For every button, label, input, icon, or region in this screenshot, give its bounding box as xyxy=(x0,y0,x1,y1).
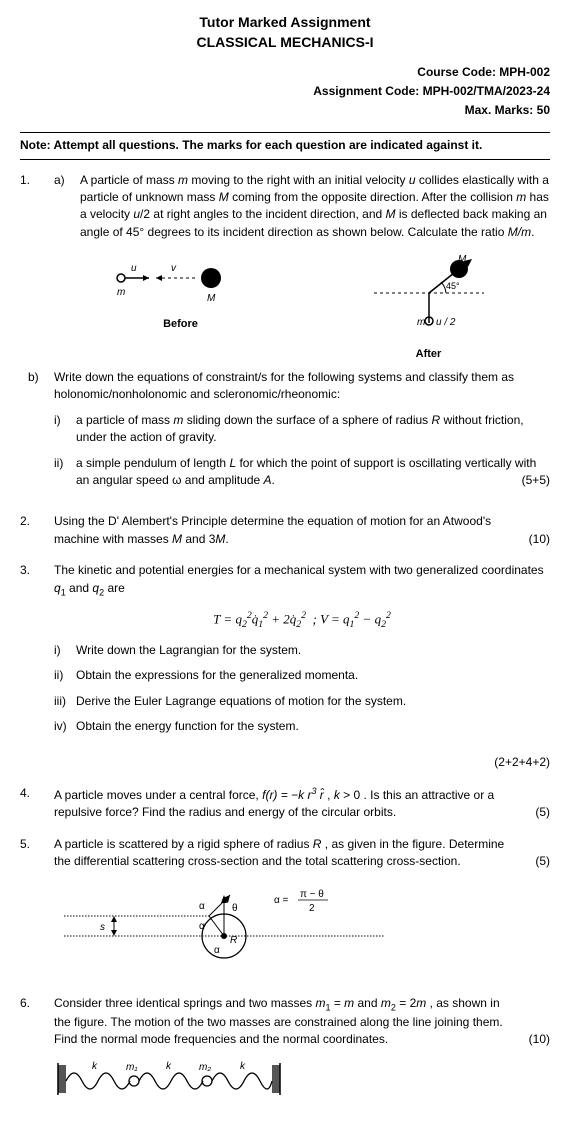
label-u2: u / 2 xyxy=(436,317,456,328)
q5-alpha1: α xyxy=(199,901,205,912)
q3i-text: Write down the Lagrangian for the system… xyxy=(76,642,550,659)
q5-svg: α α α θ R s α = π − θ 2 xyxy=(54,881,394,971)
q3-i: i) Write down the Lagrangian for the sys… xyxy=(54,642,550,659)
question-3: 3. The kinetic and potential energies fo… xyxy=(20,562,550,771)
q6-diagram: k k k m₁ m₂ xyxy=(54,1059,550,1099)
label-M2: M xyxy=(458,254,467,265)
q5-alpha3: α xyxy=(214,945,220,956)
question-1: 1. a) A particle of mass m moving to the… xyxy=(20,172,550,500)
q5-formula-top: π − θ xyxy=(300,889,324,900)
q4-text: A particle moves under a central force, … xyxy=(54,785,550,822)
label-m2: m xyxy=(417,317,425,328)
q3-ii: ii) Obtain the expressions for the gener… xyxy=(54,667,550,684)
q1-marks: (5+5) xyxy=(522,472,550,489)
q5-diagram: α α α θ R s α = π − θ 2 xyxy=(54,881,550,971)
q6-k2: k xyxy=(166,1061,172,1072)
q4-marks: (5) xyxy=(535,804,550,821)
assignment-code: Assignment Code: MPH-002/TMA/2023-24 xyxy=(20,82,550,101)
q5-marks: (5) xyxy=(535,853,550,870)
q1b-i: i) a particle of mass m sliding down the… xyxy=(54,412,550,447)
label-v: v xyxy=(171,263,177,274)
q6-m2: m₂ xyxy=(199,1062,211,1073)
q2-text: Using the D' Alembert's Principle determ… xyxy=(54,513,550,548)
q6-text: Consider three identical springs and two… xyxy=(54,995,550,1049)
q5-s: s xyxy=(100,922,105,933)
q6-marks: (10) xyxy=(529,1031,550,1048)
q1-before-diagram: u m v M Before xyxy=(101,253,261,363)
q1bi-text: a particle of mass m sliding down the su… xyxy=(76,412,550,447)
q6-m1: m₁ xyxy=(126,1062,137,1073)
q5-formula-bot: 2 xyxy=(309,903,315,914)
before-caption: Before xyxy=(101,317,261,333)
q3iii-text: Derive the Euler Lagrange equations of m… xyxy=(76,693,550,710)
course-code: Course Code: MPH-002 xyxy=(20,63,550,82)
q5-text: A particle is scattered by a rigid spher… xyxy=(54,836,550,871)
q6-k1: k xyxy=(92,1061,98,1072)
q3iv-text: Obtain the energy function for the syste… xyxy=(76,718,550,735)
instructions-note: Note: Attempt all questions. The marks f… xyxy=(20,132,550,159)
q5-R: R xyxy=(230,935,237,946)
q3iv-letter: iv) xyxy=(54,718,76,735)
label-u: u xyxy=(131,263,137,274)
q1b-ii: ii) a simple pendulum of length L for wh… xyxy=(54,455,550,490)
q3iii-letter: iii) xyxy=(54,693,76,710)
q6-k3: k xyxy=(240,1061,246,1072)
q3-number: 3. xyxy=(20,562,54,771)
q6-svg: k k k m₁ m₂ xyxy=(54,1059,284,1099)
q1a-text: A particle of mass m moving to the right… xyxy=(80,172,550,242)
q1b-text: Write down the equations of constraint/s… xyxy=(54,369,550,404)
question-6: 6. Consider three identical springs and … xyxy=(20,995,550,1109)
q1-part-a: a) A particle of mass m moving to the ri… xyxy=(54,172,550,242)
q1bi-letter: i) xyxy=(54,412,76,447)
q3-iii: iii) Derive the Euler Lagrange equations… xyxy=(54,693,550,710)
q3-iv: iv) Obtain the energy function for the s… xyxy=(54,718,550,735)
q1bii-text: a simple pendulum of length L for which … xyxy=(76,455,550,490)
course-meta: Course Code: MPH-002 Assignment Code: MP… xyxy=(20,63,550,121)
max-marks: Max. Marks: 50 xyxy=(20,101,550,120)
q3i-letter: i) xyxy=(54,642,76,659)
q5-theta: θ xyxy=(232,903,238,914)
label-45: 45° xyxy=(446,281,460,291)
before-svg: u m v M xyxy=(101,253,261,313)
header-title-1: Tutor Marked Assignment xyxy=(20,12,550,32)
q3ii-text: Obtain the expressions for the generaliz… xyxy=(76,667,550,684)
q5-formula-a: α = xyxy=(274,895,289,906)
q1b-letter: b) xyxy=(28,369,54,489)
label-m: m xyxy=(117,287,125,298)
q1-after-diagram: M 45° m u / 2 After xyxy=(354,253,504,363)
q2-marks: (10) xyxy=(529,531,550,548)
q3-intro: The kinetic and potential energies for a… xyxy=(54,562,550,599)
q1a-letter: a) xyxy=(54,172,80,242)
q1-diagram-row: u m v M Before M 45° xyxy=(54,253,550,363)
q4-number: 4. xyxy=(20,785,54,822)
after-caption: After xyxy=(354,347,504,363)
question-5: 5. A particle is scattered by a rigid sp… xyxy=(20,836,550,981)
q5-alpha2: α xyxy=(199,921,205,932)
label-M: M xyxy=(207,293,216,304)
header-title-2: CLASSICAL MECHANICS-I xyxy=(20,32,550,52)
q3ii-letter: ii) xyxy=(54,667,76,684)
page-header: Tutor Marked Assignment CLASSICAL MECHAN… xyxy=(20,12,550,53)
q6-number: 6. xyxy=(20,995,54,1109)
q1bii-letter: ii) xyxy=(54,455,76,490)
q3-formula: T = q22q̇12 + 2q̇22 ; V = q12 − q22 xyxy=(54,609,550,632)
q1-part-b: b) Write down the equations of constrain… xyxy=(28,369,550,489)
question-2: 2. Using the D' Alembert's Principle det… xyxy=(20,513,550,548)
question-4: 4. A particle moves under a central forc… xyxy=(20,785,550,822)
q2-number: 2. xyxy=(20,513,54,548)
q3-marks: (2+2+4+2) xyxy=(54,754,550,771)
q5-number: 5. xyxy=(20,836,54,981)
after-svg: M 45° m u / 2 xyxy=(354,253,504,343)
